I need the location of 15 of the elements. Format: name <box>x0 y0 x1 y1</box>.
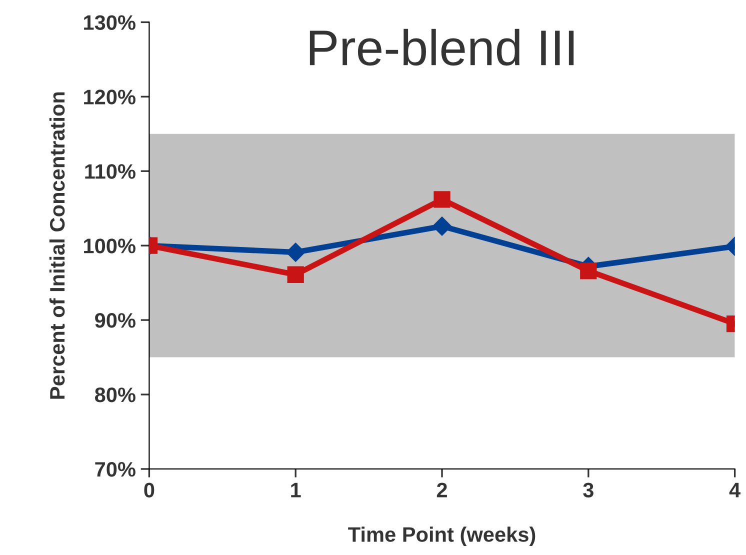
y-tick-label: 120% <box>84 90 136 104</box>
y-tick-label: 100% <box>84 238 136 254</box>
y-tick-label: 70% <box>95 462 136 477</box>
y-tick-label: 110% <box>85 164 136 179</box>
x-tick-label: 2 <box>436 482 447 498</box>
x-tick-label: 1 <box>291 482 301 498</box>
y-axis-title: Percent of Initial Concentration <box>49 92 65 399</box>
y-tick-label: 130% <box>84 15 136 30</box>
y-tick-label: 90% <box>95 313 136 328</box>
x-tick-label: 4 <box>729 482 740 498</box>
x-tick-label: 0 <box>144 482 154 498</box>
x-axis-title: Time Point (weeks) <box>348 526 536 546</box>
y-tick-label: 80% <box>94 388 136 402</box>
chart-title: Pre-blend III <box>310 28 574 66</box>
x-tick-label: 3 <box>583 482 594 498</box>
